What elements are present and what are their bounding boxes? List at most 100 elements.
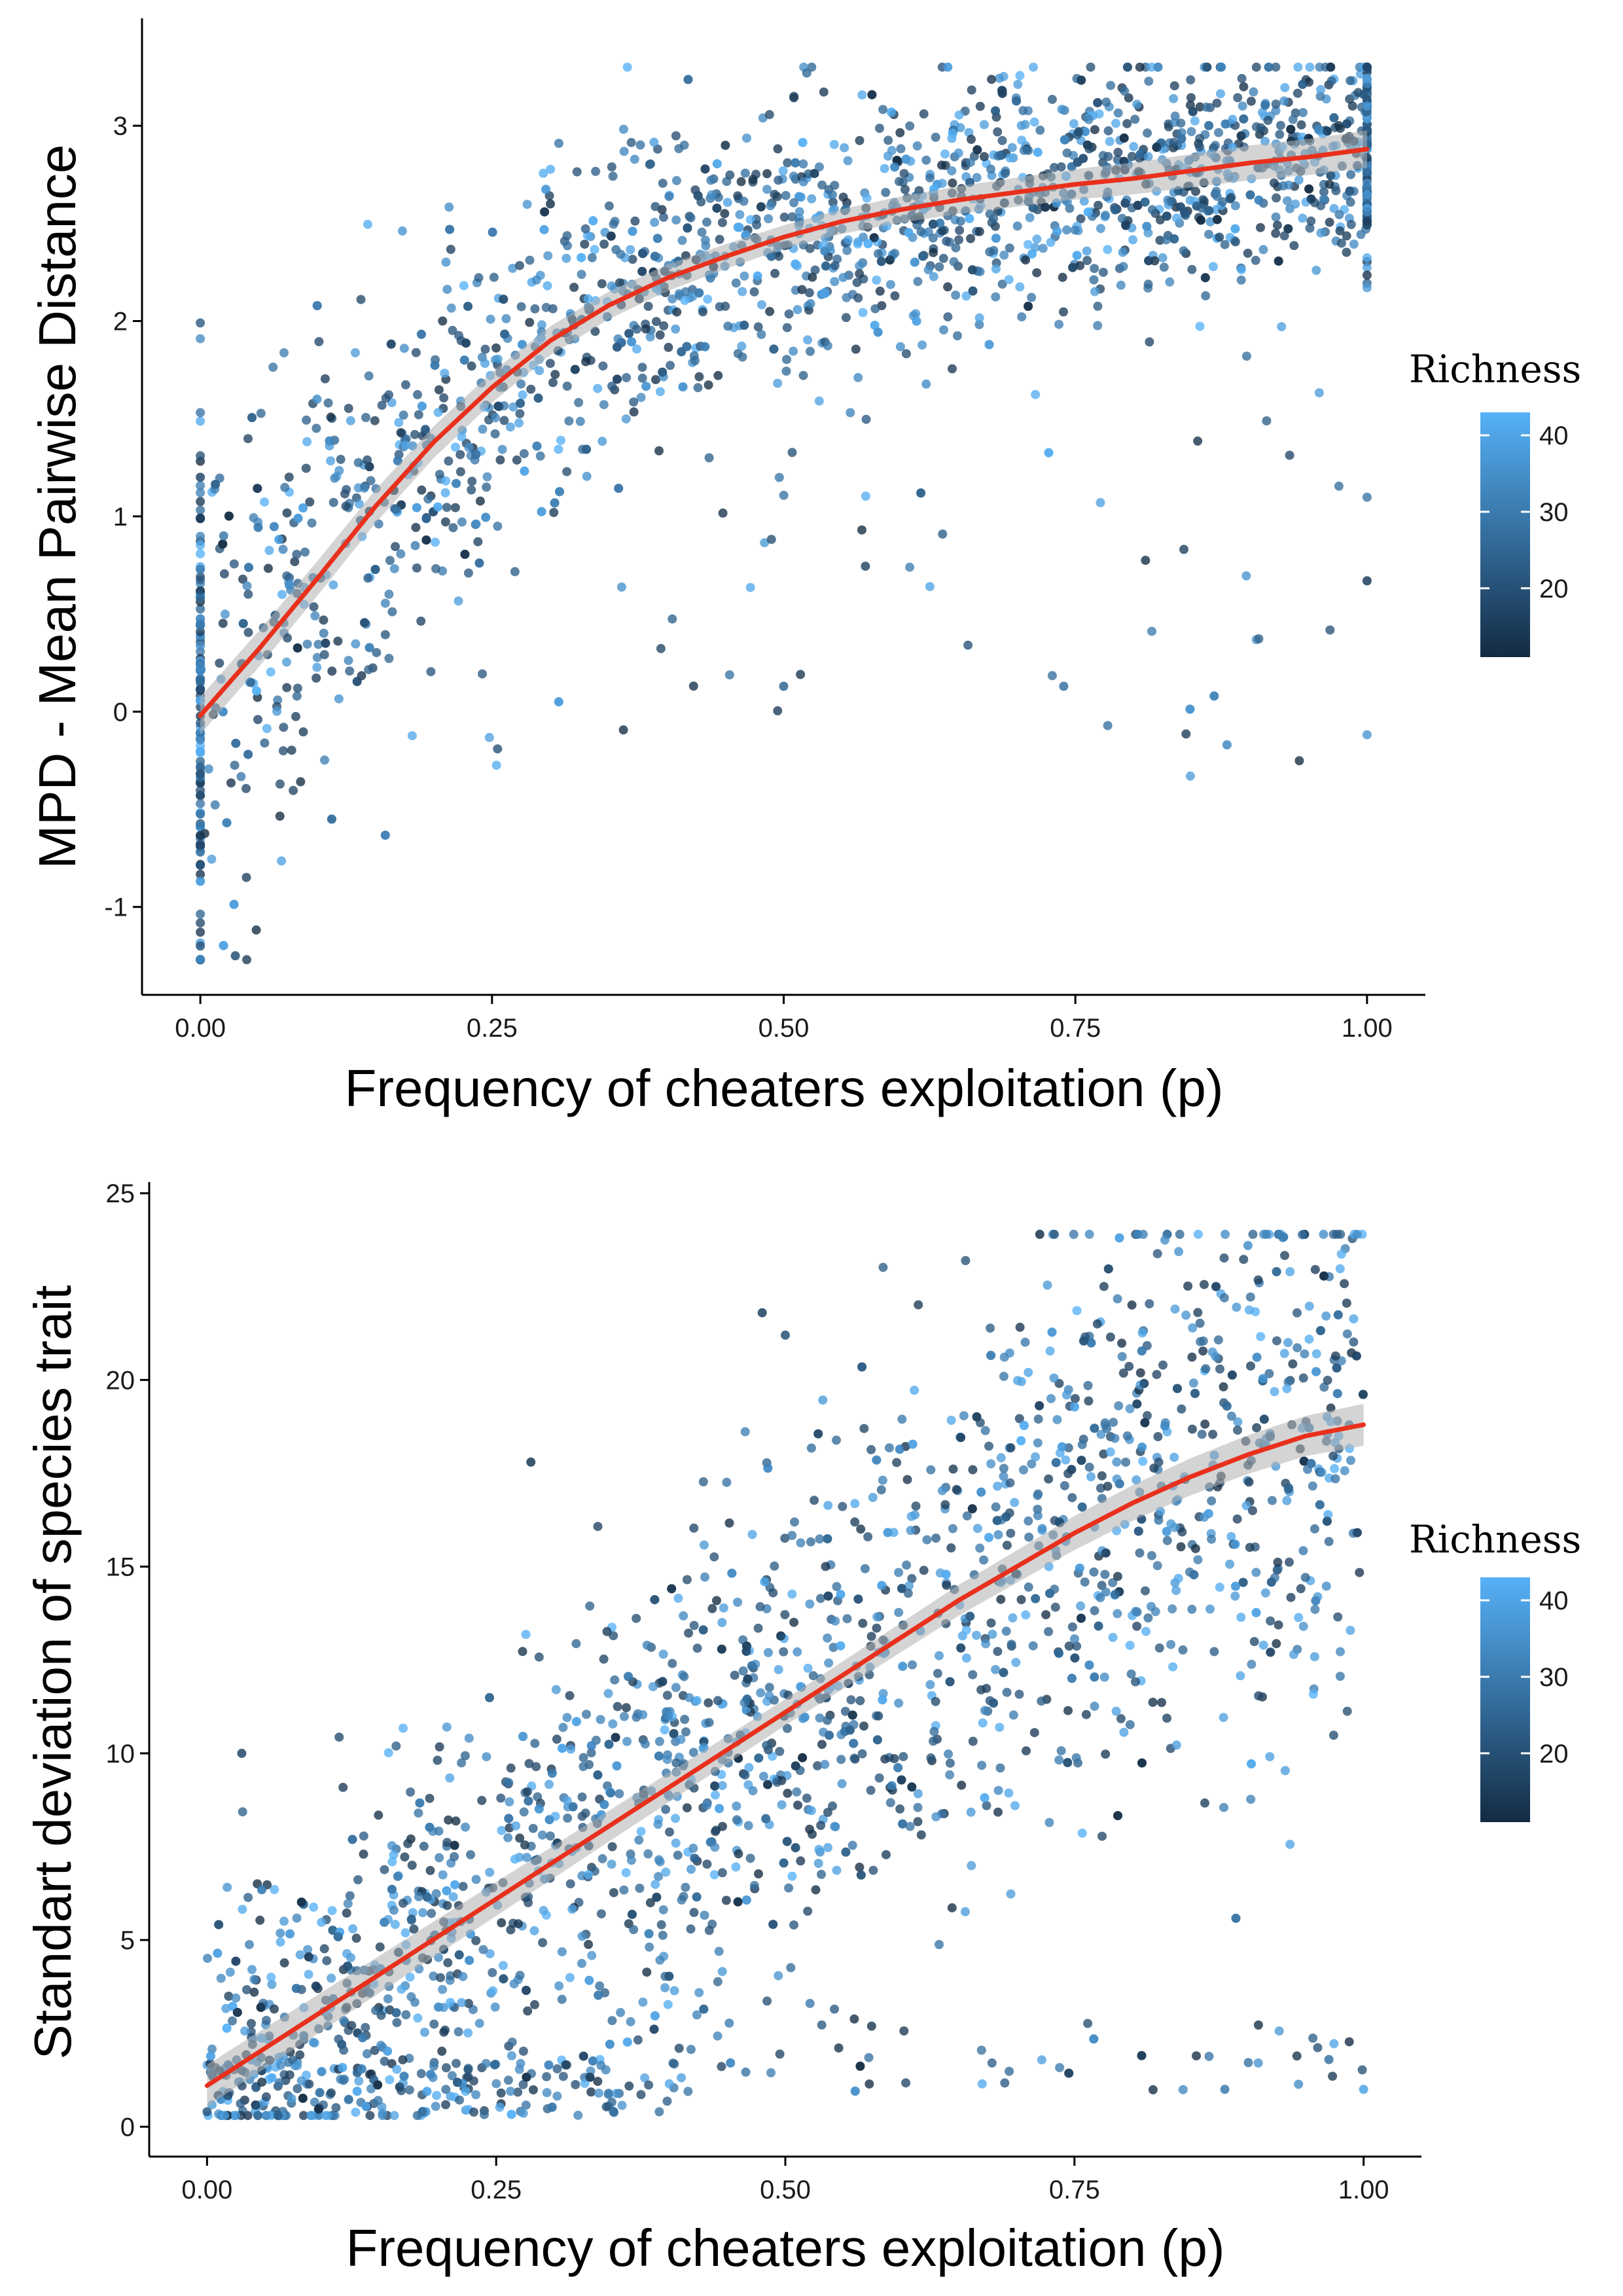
mpd-point <box>1005 153 1015 163</box>
mpd-point <box>380 831 390 840</box>
mpd-point <box>1111 118 1120 128</box>
mpd-point <box>480 344 490 354</box>
mpd-point <box>439 393 449 403</box>
sd-point <box>999 1463 1008 1473</box>
sd-point <box>442 1838 452 1848</box>
sd-point <box>967 1504 977 1514</box>
sd-point <box>1162 1713 1171 1723</box>
mpd-point <box>243 434 253 444</box>
mpd-point <box>1298 79 1308 89</box>
mpd-point <box>1275 120 1285 130</box>
mpd-point <box>702 217 711 227</box>
sd-point <box>585 2072 595 2082</box>
sd-point <box>1273 1557 1283 1567</box>
sd-point <box>662 1691 672 1700</box>
sd-point <box>1122 1431 1132 1441</box>
mpd-point <box>781 190 791 200</box>
sd-point <box>655 1857 665 1867</box>
mpd-point <box>1298 108 1308 117</box>
mpd-point <box>1072 251 1082 260</box>
sd-point <box>849 1738 859 1748</box>
mpd-point <box>955 123 965 133</box>
mpd-point <box>1032 234 1042 244</box>
sd-point <box>982 1801 991 1810</box>
sd-point <box>1132 1621 1142 1631</box>
sd-point <box>792 1787 802 1797</box>
mpd-point <box>1044 448 1054 457</box>
mpd-point <box>925 582 935 592</box>
sd-point <box>520 1840 529 1850</box>
sd-point <box>866 1444 876 1454</box>
mpd-point <box>361 412 370 422</box>
mpd-point <box>664 192 674 202</box>
mpd-point <box>1029 117 1039 127</box>
sd-point <box>1248 1229 1258 1239</box>
sd-point <box>249 1987 259 1997</box>
sd-point <box>1020 1337 1030 1347</box>
sd-point <box>558 1744 567 1753</box>
mpd-point <box>196 821 205 831</box>
sd-point <box>304 1969 313 1979</box>
sd-point <box>317 1918 327 1927</box>
sd-point <box>313 2104 323 2114</box>
sd-point <box>544 1815 554 1825</box>
sd-point <box>304 1952 313 1962</box>
mpd-point <box>612 342 622 352</box>
sd-point <box>850 1754 860 1764</box>
sd-point <box>1132 1475 1141 1485</box>
sd-point <box>616 2007 626 2017</box>
sd-point <box>1198 1346 1208 1356</box>
sd-point <box>1097 1471 1107 1480</box>
sd-point <box>1135 1548 1145 1558</box>
sd-point <box>518 2080 528 2089</box>
mpd-point <box>455 450 465 459</box>
sd-point <box>267 2073 277 2083</box>
sd-point <box>976 2045 986 2055</box>
mpd-point <box>814 396 824 406</box>
mpd-point <box>724 670 734 680</box>
sd-point <box>1264 1369 1274 1378</box>
sd-point <box>817 2020 827 2030</box>
mpd-point <box>984 340 994 350</box>
sd-point <box>897 1584 906 1593</box>
sd-point <box>542 2072 552 2081</box>
mpd-point <box>928 219 938 229</box>
sd-point <box>1076 1601 1086 1611</box>
mpd-point <box>1362 576 1372 586</box>
sd-point <box>743 1674 753 1684</box>
mpd-point <box>312 662 322 672</box>
sd-point <box>1008 1613 1018 1623</box>
mpd-point <box>491 343 501 353</box>
mpd-point <box>577 253 586 262</box>
sd-point <box>1310 1524 1319 1534</box>
mpd-point <box>1221 119 1230 129</box>
sd-point <box>1111 1706 1121 1716</box>
sd-point <box>823 1715 832 1725</box>
sd-point <box>1200 1280 1209 1289</box>
sd-point <box>713 2031 722 2041</box>
mpd-point <box>499 416 509 425</box>
sd-point <box>1193 1229 1203 1239</box>
mpd-point <box>244 562 253 572</box>
sd-point <box>1174 1247 1184 1257</box>
mpd-point <box>935 262 944 272</box>
mpd-point <box>1122 62 1132 72</box>
mpd-point <box>574 398 584 407</box>
mpd-point <box>1069 119 1079 128</box>
sd-point <box>624 2081 634 2091</box>
sd-point <box>1072 1306 1082 1316</box>
mpd-point <box>196 675 205 685</box>
mpd-point <box>773 378 783 388</box>
mpd-point <box>310 611 320 620</box>
mpd-point <box>919 109 929 118</box>
sd-point <box>1279 1348 1289 1358</box>
sd-point <box>353 1875 363 1884</box>
mpd-point <box>935 219 945 228</box>
sd-point <box>482 1752 491 1762</box>
sd-point <box>279 1958 289 1967</box>
sd-point <box>1002 1541 1012 1550</box>
mpd-point <box>562 253 571 263</box>
mpd-point <box>1119 133 1129 143</box>
mpd-point <box>949 257 959 266</box>
sd-point <box>293 2060 302 2070</box>
